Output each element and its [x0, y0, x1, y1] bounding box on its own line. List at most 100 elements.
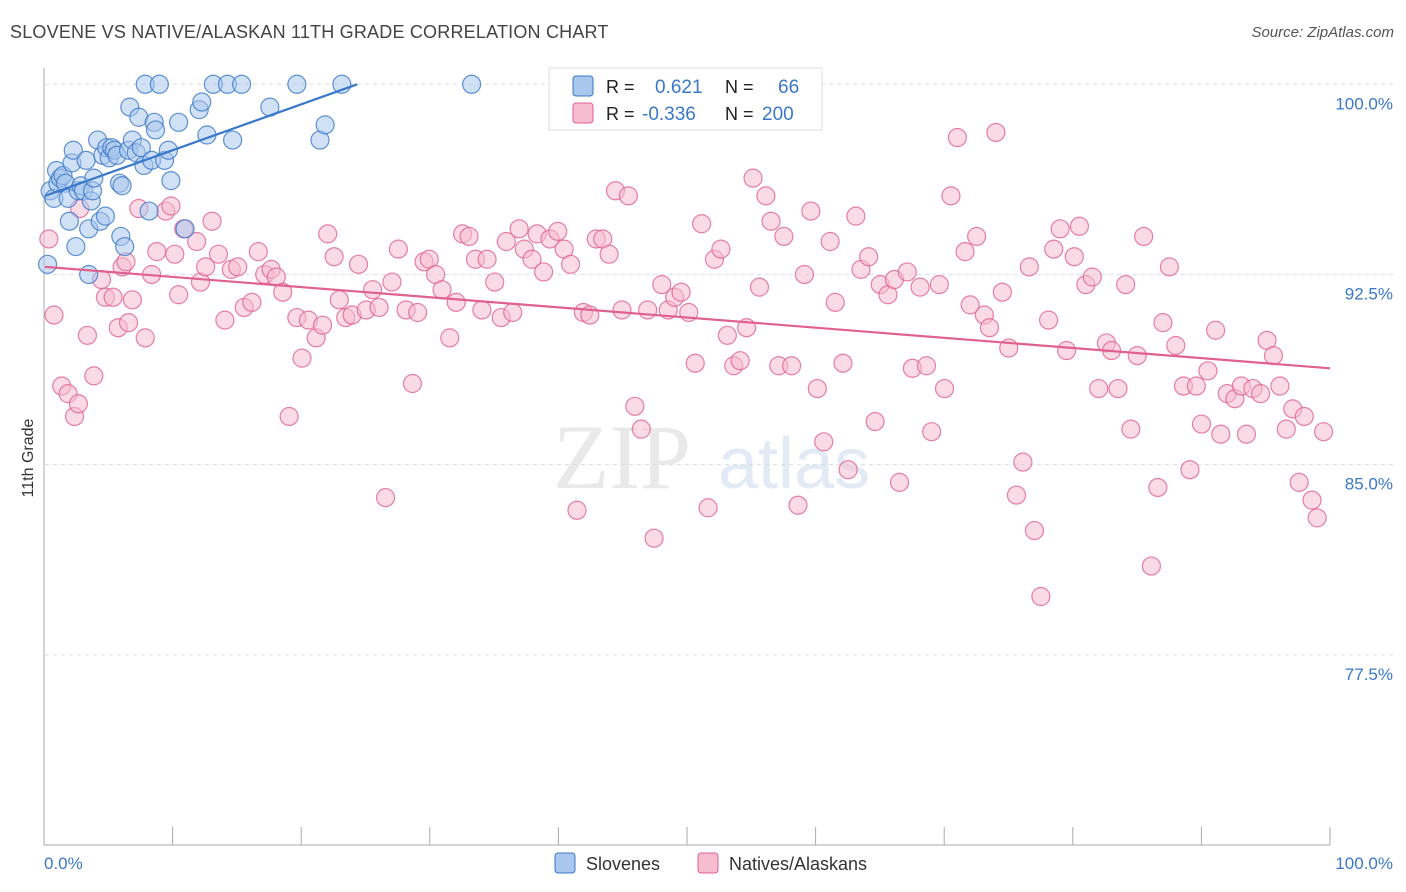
- natives-point-98: [644, 528, 664, 548]
- natives-point-175: [1141, 556, 1161, 576]
- natives-point-170: [1108, 378, 1128, 399]
- slovenes-point-17: [79, 264, 99, 285]
- natives-point-116: [761, 211, 781, 231]
- natives-point-177: [1153, 313, 1173, 333]
- natives-point-75: [496, 231, 516, 252]
- natives-point-162: [1056, 340, 1077, 361]
- natives-point-143: [934, 378, 955, 399]
- natives-point-48: [324, 247, 344, 267]
- natives-point-120: [788, 495, 808, 515]
- natives-point-31: [215, 310, 235, 330]
- natives-point-73: [485, 272, 505, 292]
- natives-point-43: [292, 348, 312, 368]
- natives-point-174: [1134, 226, 1154, 247]
- natives-point-152: [992, 282, 1012, 302]
- natives-point-71: [472, 300, 492, 320]
- natives-point-18: [135, 328, 155, 348]
- natives-point-94: [618, 186, 638, 206]
- natives-point-184: [1198, 361, 1218, 381]
- natives-point-181: [1180, 460, 1200, 480]
- natives-point-160: [1044, 239, 1064, 259]
- natives-point-199: [1294, 406, 1314, 427]
- natives-trend-line: [44, 265, 1331, 370]
- natives-point-176: [1148, 477, 1168, 498]
- natives-point-11: [103, 287, 123, 307]
- bottom-legend-swatch-slovenes: [554, 852, 576, 874]
- natives-point-142: [929, 275, 949, 295]
- natives-point-196: [1276, 419, 1296, 439]
- natives-point-60: [402, 373, 423, 394]
- natives-point-56: [375, 488, 396, 508]
- natives-point-104: [685, 353, 705, 373]
- natives-point-121: [794, 264, 815, 285]
- natives-point-195: [1270, 376, 1290, 396]
- natives-point-154: [1006, 485, 1027, 505]
- natives-point-144: [941, 186, 961, 206]
- natives-point-173: [1127, 346, 1147, 366]
- natives-point-148: [967, 226, 987, 247]
- slovenes-point-34: [115, 236, 135, 257]
- slovenes-point-33: [112, 176, 132, 196]
- natives-point-127: [833, 353, 853, 373]
- slovenes-point-52: [175, 219, 195, 239]
- natives-point-15: [118, 313, 139, 333]
- natives-point-166: [1082, 267, 1102, 287]
- slovenes-point-63: [315, 115, 335, 135]
- natives-point-106: [698, 498, 718, 518]
- y-axis-label: 11th Grade: [20, 418, 37, 497]
- natives-point-29: [202, 211, 222, 231]
- natives-point-8: [84, 366, 104, 386]
- natives-point-114: [749, 277, 770, 297]
- slovenes-point-12: [66, 236, 86, 257]
- natives-point-111: [730, 351, 750, 371]
- natives-point-118: [774, 226, 794, 247]
- trend-lines: [44, 83, 1331, 370]
- natives-point-86: [567, 500, 587, 520]
- natives-point-96: [631, 419, 651, 439]
- natives-point-0: [39, 229, 59, 249]
- natives-point-97: [638, 300, 658, 320]
- natives-point-132: [865, 411, 885, 432]
- natives-point-105: [692, 214, 712, 234]
- legend-n-label-2: N =: [725, 104, 754, 124]
- natives-point-66: [440, 328, 460, 348]
- natives-point-40: [273, 282, 293, 302]
- y-tick-label-0: 100.0%: [1335, 94, 1393, 113]
- natives-point-158: [1031, 586, 1051, 607]
- natives-point-65: [432, 280, 452, 300]
- natives-point-26: [187, 231, 207, 252]
- y-tick-label-2: 85.0%: [1345, 475, 1393, 494]
- natives-point-157: [1024, 520, 1045, 541]
- legend-r-value-1: 0.621: [655, 77, 703, 98]
- bottom-legend-slovenes: Slovenes: [586, 854, 660, 874]
- natives-point-141: [922, 422, 942, 442]
- natives-point-202: [1313, 422, 1334, 442]
- slovenes-point-46: [145, 120, 166, 140]
- natives-point-33: [228, 257, 248, 277]
- bottom-legend-swatch-natives: [697, 852, 719, 874]
- legend-r-value-2: -0.336: [642, 104, 696, 125]
- natives-point-24: [169, 285, 189, 305]
- natives-point-146: [955, 242, 975, 262]
- natives-point-190: [1236, 424, 1257, 444]
- natives-point-102: [671, 282, 691, 302]
- bottom-legend-natives: Natives/Alaskans: [729, 854, 867, 874]
- natives-point-93: [612, 300, 632, 320]
- natives-point-140: [916, 356, 937, 376]
- natives-point-150: [979, 318, 1000, 338]
- natives-point-77: [509, 219, 529, 239]
- x-tick-label-right: 100.0%: [1335, 854, 1393, 873]
- natives-point-30: [208, 244, 229, 264]
- natives-point-7: [77, 325, 98, 345]
- x-tick-label-left: 0.0%: [44, 854, 83, 873]
- natives-point-91: [599, 244, 619, 264]
- y-tick-label-1: 92.5%: [1345, 284, 1393, 303]
- slovenes-point-58: [223, 130, 243, 150]
- natives-point-72: [477, 249, 497, 269]
- natives-point-52: [348, 254, 369, 274]
- legend-r-label-1: R =: [606, 77, 635, 97]
- natives-point-57: [382, 272, 402, 292]
- slovenes-point-47: [149, 74, 169, 94]
- natives-point-201: [1307, 508, 1327, 528]
- natives-point-109: [717, 325, 737, 345]
